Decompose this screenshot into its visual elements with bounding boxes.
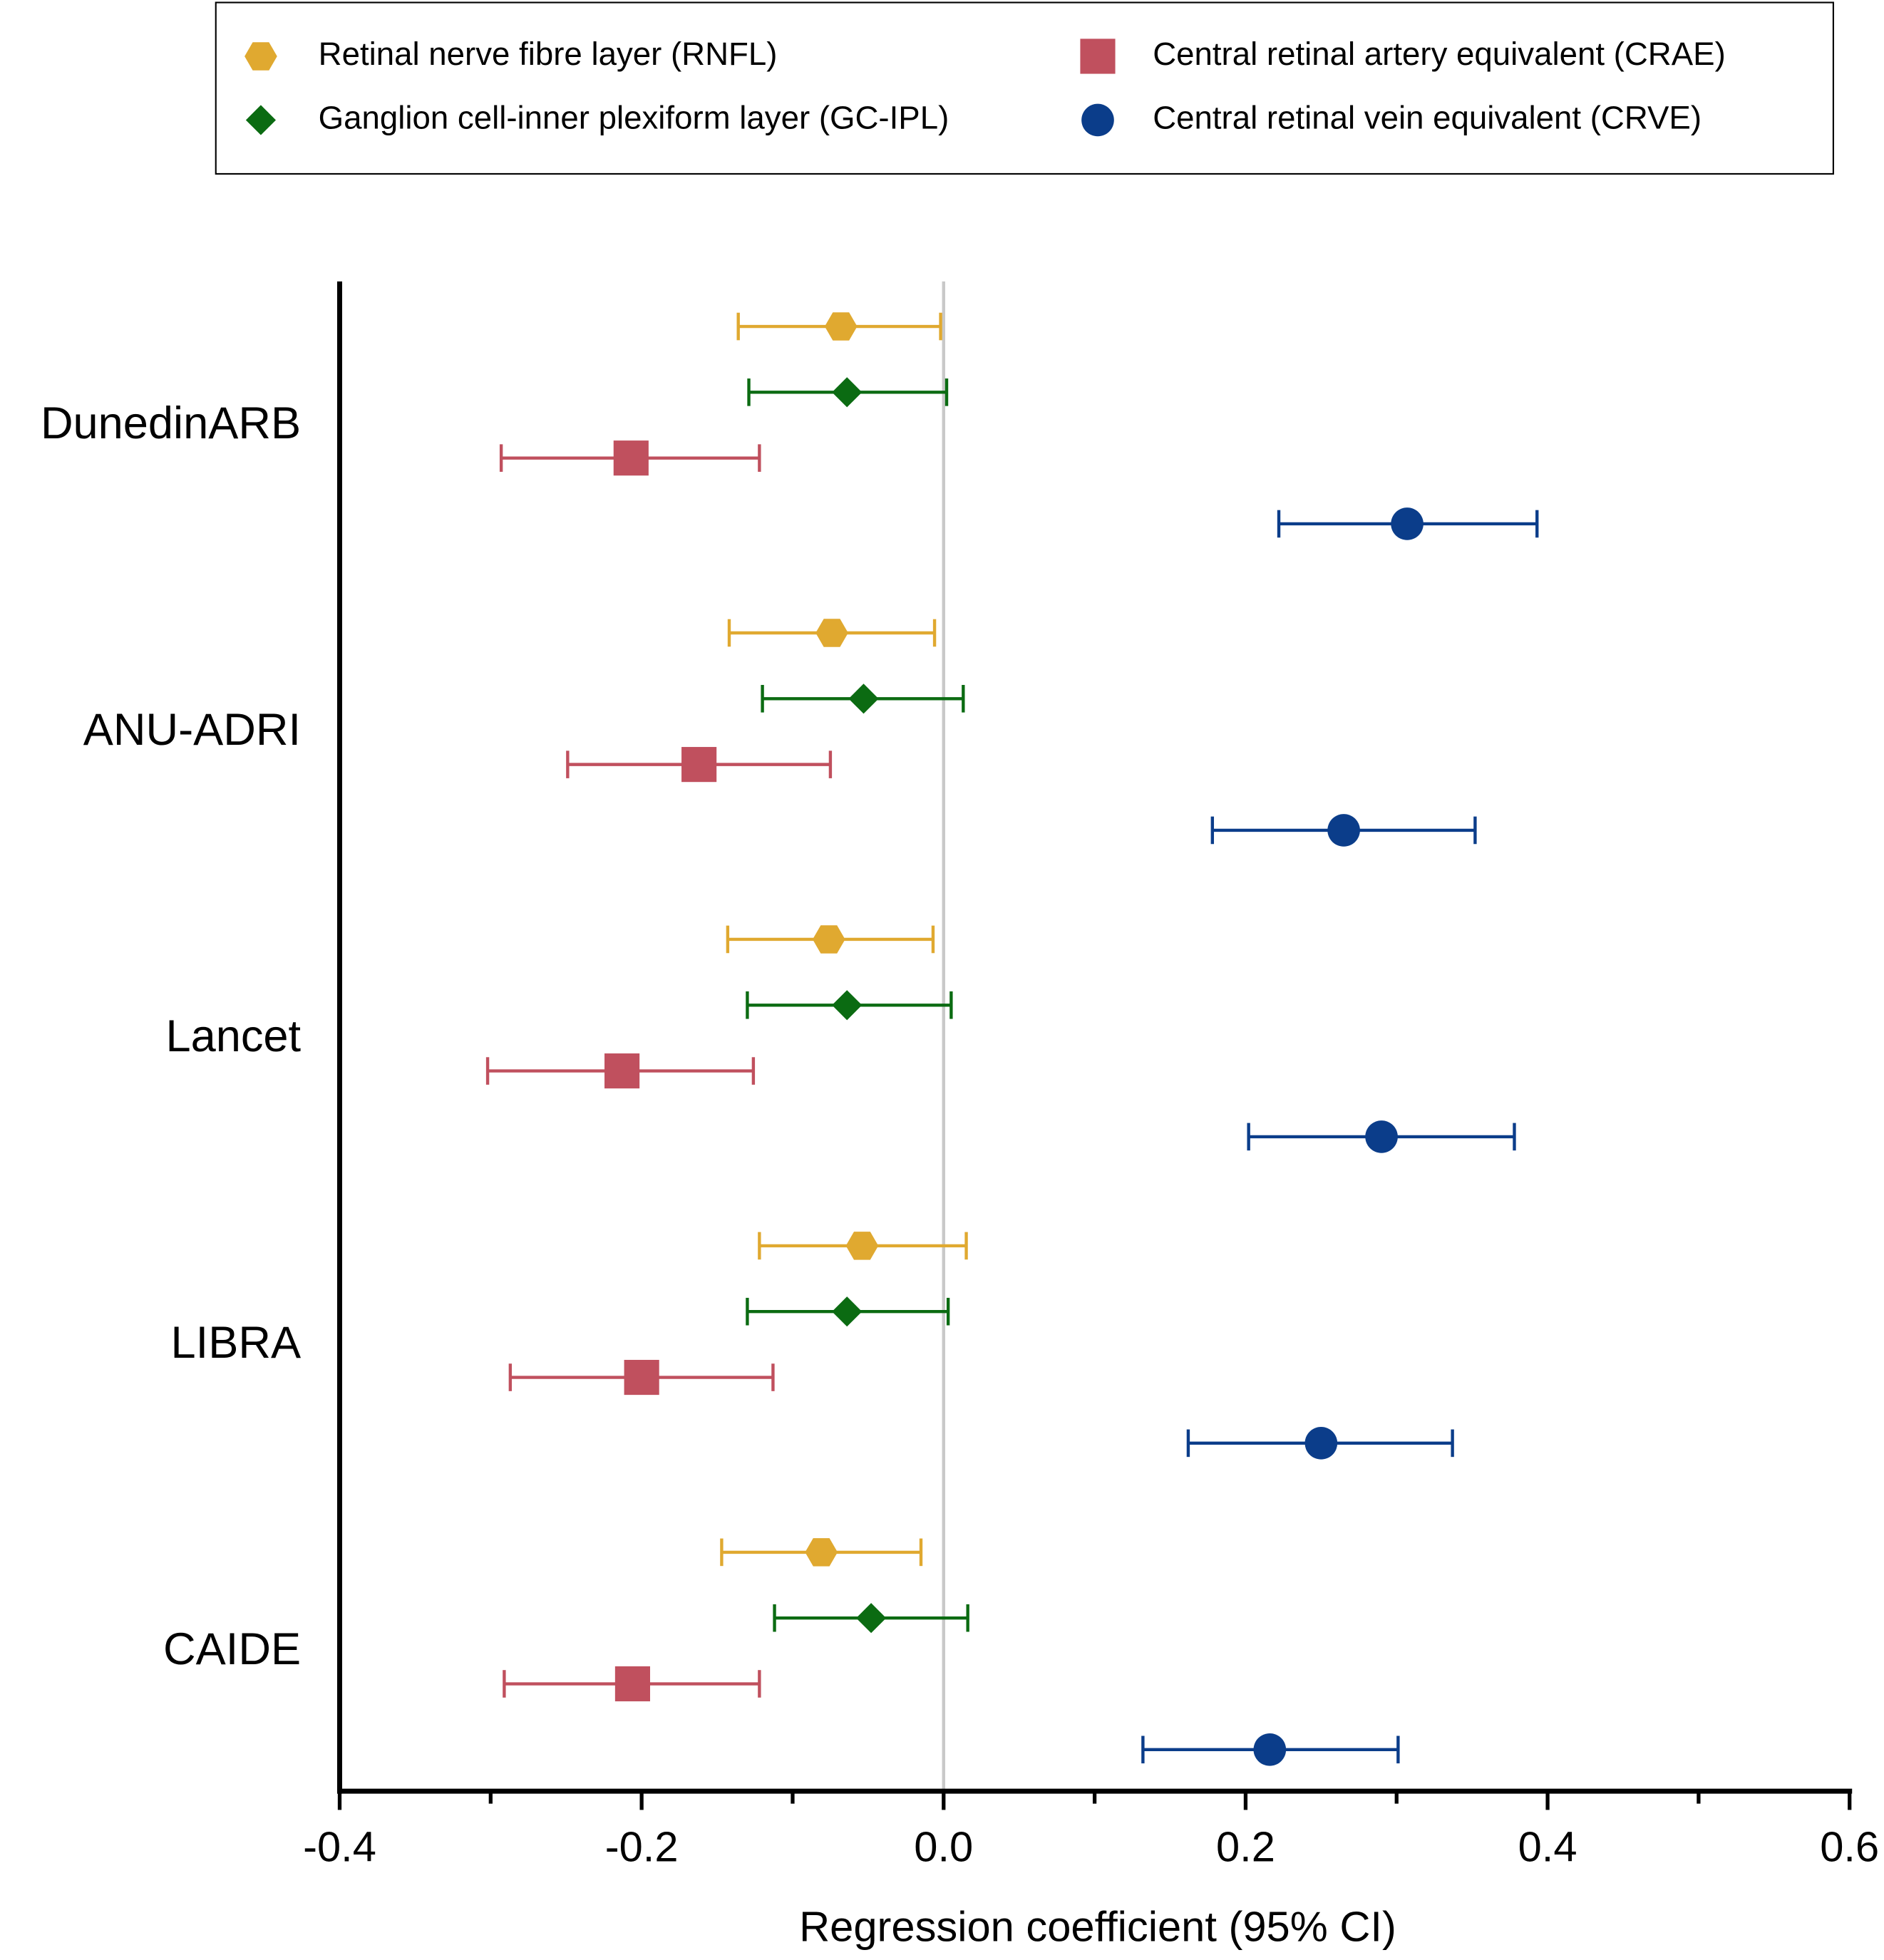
x-tick-label: -0.4	[303, 1822, 376, 1870]
legend-label: Central retinal artery equivalent (CRAE)	[1153, 36, 1726, 72]
x-axis-label: Regression coefficient (95% CI)	[799, 1903, 1396, 1951]
x-tick-label: 0.0	[914, 1822, 973, 1870]
category-label: CAIDE	[163, 1624, 301, 1674]
marker-hexagon	[824, 312, 858, 341]
marker-square	[614, 1666, 650, 1702]
legend-box	[215, 1, 1834, 175]
x-tick-label: 0.6	[1820, 1822, 1879, 1870]
marker-hexagon	[812, 925, 845, 954]
x-tick-label: 0.2	[1216, 1822, 1275, 1870]
category-label: DunedinARB	[41, 398, 301, 448]
marker-hexagon	[805, 1538, 838, 1567]
marker-circle	[1365, 1120, 1398, 1153]
marker-square	[681, 747, 717, 783]
x-tick-label: 0.4	[1518, 1822, 1577, 1870]
marker-diamond	[832, 990, 863, 1021]
marker-diamond	[856, 1603, 887, 1634]
marker-square	[604, 1053, 640, 1089]
marker-diamond	[848, 684, 879, 714]
category-label: ANU-ADRI	[83, 705, 301, 755]
marker-square	[624, 1359, 659, 1396]
category-label: Lancet	[165, 1011, 301, 1061]
marker-square	[613, 440, 649, 476]
marker-circle	[1253, 1733, 1287, 1766]
x-tick-label: -0.2	[605, 1822, 679, 1870]
category-label: LIBRA	[171, 1318, 302, 1368]
marker-diamond	[832, 377, 863, 408]
marker-hexagon	[845, 1232, 879, 1260]
legend-label: Ganglion cell-inner plexiform layer (GC-…	[319, 100, 949, 136]
legend-marker	[1081, 103, 1114, 137]
marker-circle	[1327, 814, 1360, 847]
legend-marker	[244, 42, 277, 71]
marker-diamond	[832, 1296, 863, 1327]
legend-label: Central retinal vein equivalent (CRVE)	[1153, 100, 1702, 136]
marker-hexagon	[815, 619, 848, 647]
legend-marker	[1080, 38, 1116, 74]
legend-label: Retinal nerve fibre layer (RNFL)	[319, 36, 778, 72]
marker-circle	[1304, 1427, 1338, 1460]
legend-marker	[245, 105, 276, 135]
marker-circle	[1391, 507, 1424, 540]
